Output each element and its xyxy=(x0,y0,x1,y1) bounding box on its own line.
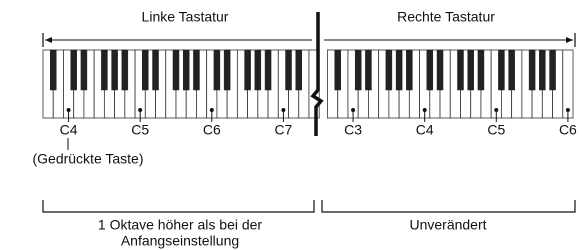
black-key xyxy=(509,50,515,90)
white-key xyxy=(563,50,573,118)
black-key xyxy=(142,50,148,90)
black-key xyxy=(396,50,402,90)
black-key xyxy=(193,50,199,90)
black-key xyxy=(214,50,220,90)
keyboard: C4 C5 C6 C7 C3 C4 C5 C6 xyxy=(43,50,577,138)
bracket xyxy=(43,200,314,212)
key-label: C6 xyxy=(559,122,577,138)
left-note: 1 Oktave höher als bei der xyxy=(98,217,263,233)
left-note: Anfangseinstellung xyxy=(121,233,239,249)
black-key xyxy=(498,50,504,90)
right-note: Unverändert xyxy=(409,217,486,233)
black-key xyxy=(529,50,535,90)
black-key xyxy=(122,50,128,90)
black-key xyxy=(50,50,56,90)
black-key xyxy=(406,50,412,90)
black-key xyxy=(437,50,443,90)
pressed-key-label: (Gedrückte Taste) xyxy=(32,151,143,167)
black-key xyxy=(335,50,341,90)
page: Linke Tastatur Rechte Tastatur C4C5C6C7C… xyxy=(0,0,582,250)
black-key xyxy=(457,50,463,90)
black-key xyxy=(427,50,433,90)
key-label: C5 xyxy=(131,122,149,138)
black-key xyxy=(71,50,77,90)
key-label: C7 xyxy=(274,122,292,138)
black-key xyxy=(539,50,545,90)
key-label: C6 xyxy=(203,122,221,138)
black-key xyxy=(153,50,159,90)
black-key xyxy=(355,50,361,90)
left-title: Linke Tastatur xyxy=(142,9,229,25)
black-key xyxy=(173,50,179,90)
key-label: C3 xyxy=(344,122,362,138)
key-label: C4 xyxy=(416,122,434,138)
black-key xyxy=(365,50,371,90)
black-key xyxy=(478,50,484,90)
key-label: C4 xyxy=(60,122,78,138)
right-title: Rechte Tastatur xyxy=(397,9,495,25)
black-key xyxy=(296,50,302,90)
black-key xyxy=(224,50,230,90)
black-key xyxy=(245,50,251,90)
black-key xyxy=(286,50,292,90)
black-key xyxy=(112,50,118,90)
black-key xyxy=(101,50,107,90)
black-key xyxy=(265,50,271,90)
black-key xyxy=(468,50,474,90)
key-label: C5 xyxy=(487,122,505,138)
black-key xyxy=(386,50,392,90)
bracket xyxy=(322,200,575,212)
black-key xyxy=(183,50,189,90)
black-key xyxy=(255,50,261,90)
diagram: Linke Tastatur Rechte Tastatur C4C5C6C7C… xyxy=(0,0,582,250)
black-key xyxy=(81,50,87,90)
black-key xyxy=(550,50,556,90)
